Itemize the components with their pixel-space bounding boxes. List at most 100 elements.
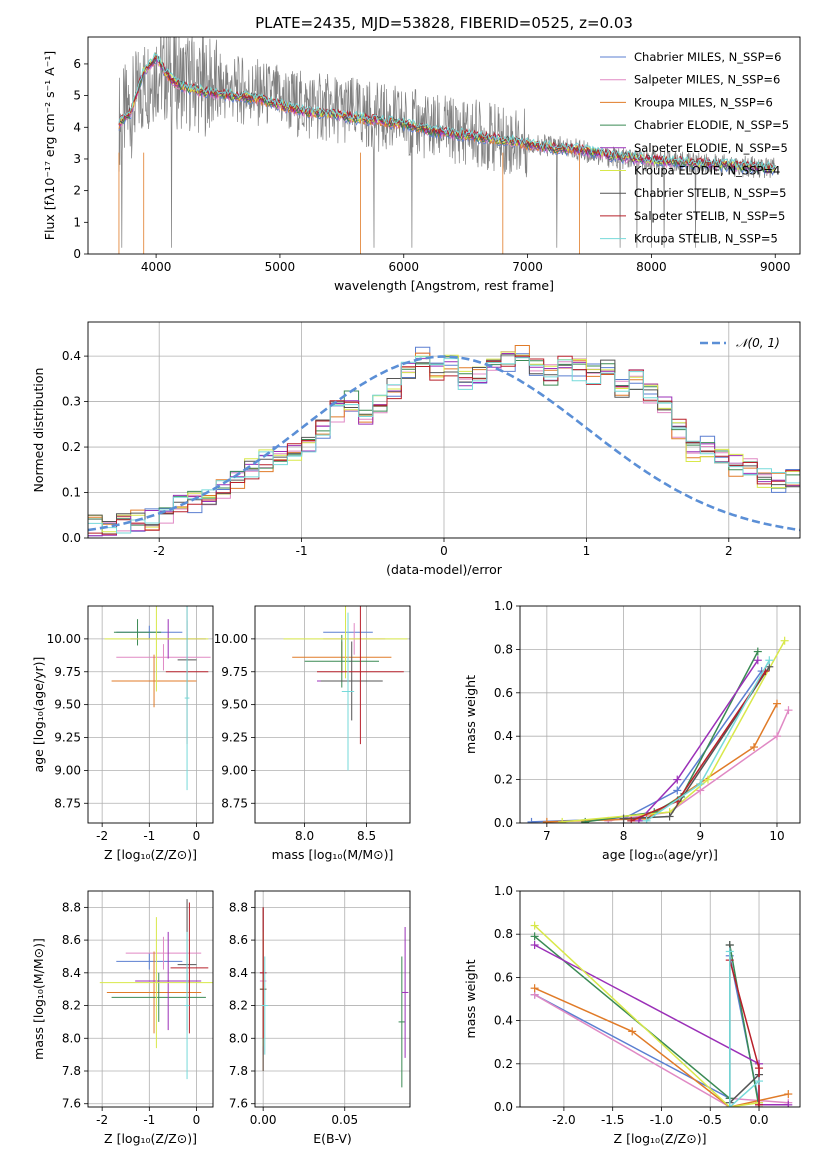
legend-label-normal: 𝒩(0, 1): [736, 336, 780, 350]
y-tick-label: 1.0: [494, 599, 513, 613]
plot-area: [520, 606, 800, 823]
y-tick-label: 8.75: [54, 796, 81, 810]
y-tick-label: 8.8: [62, 900, 81, 914]
axes-frame: [87, 605, 214, 824]
plot-area: [88, 606, 213, 823]
y-tick-label: 7.6: [62, 1097, 81, 1111]
legend-label-0: Chabrier MILES, N_SSP=6: [634, 50, 781, 64]
x-tick-label: 0.00: [250, 1113, 277, 1127]
axes-frame: [519, 605, 801, 824]
y-tick-label: 8.8: [229, 900, 248, 914]
x-tick-label: 7000: [512, 260, 543, 274]
x-tick-label: -0.5: [699, 1113, 722, 1127]
x-tick-label: 0.0: [749, 1113, 768, 1127]
weight-line-0: [531, 670, 763, 823]
y-tick-label: 0.6: [494, 970, 513, 984]
x-tick-label: -2.0: [552, 1113, 575, 1127]
y-tick-label: 5: [73, 89, 81, 103]
legend-label-5: Kroupa ELODIE, N_SSP=4: [634, 164, 780, 178]
y-tick-label: 9.50: [54, 698, 81, 712]
y-tick-label: 2: [73, 184, 81, 198]
y-tick-label: 9.50: [221, 698, 248, 712]
axes-frame: [519, 890, 801, 1108]
x-tick-label: 8: [620, 829, 628, 843]
y-tick-label: 9.00: [54, 763, 81, 777]
x-tick-label: 9000: [760, 260, 791, 274]
x-tick-label: 0: [440, 544, 448, 558]
legend-label-3: Chabrier ELODIE, N_SSP=5: [634, 118, 789, 132]
y-tick-label: 9.00: [221, 763, 248, 777]
panel-weight-vs-Z: -2.0 -1.5 -1.0 -0.5 0.0 0.0 0.2 0.4 0.6 0.8 1.0 Z […: [463, 884, 801, 1146]
panel-mass-vs-Z: -2 -1 0 7.6 7.8 8.0 8.2 8.4 8.6 8.8 Z [log₁₀(Z/Z⊙)…: [31, 890, 214, 1146]
x-tick-label: 0: [193, 1113, 201, 1127]
y-axis-label: age [log₁₀(age/yr)]: [31, 657, 46, 773]
y-tick-label: 9.75: [54, 665, 81, 679]
histogram-8: [88, 356, 800, 534]
y-tick-label: 0.4: [494, 729, 513, 743]
x-tick-label: -2: [153, 544, 165, 558]
x-tick-label: 8.0: [295, 829, 314, 843]
x-tick-label: 8000: [636, 260, 667, 274]
plot-area: [255, 891, 410, 1107]
weight-line-8: [729, 951, 760, 1107]
weight-line-5: [562, 640, 786, 823]
x-axis-label: (data-model)/error: [386, 562, 503, 577]
y-axis-label: mass weight: [463, 959, 478, 1038]
axes-frame: [254, 890, 411, 1108]
y-tick-label: 0: [73, 247, 81, 261]
histogram-2: [88, 345, 800, 531]
y-tick-label: 0.2: [494, 1057, 513, 1071]
y-tick-label: 0.4: [494, 1014, 513, 1028]
y-tick-label: 10.00: [214, 632, 248, 646]
y-tick-label: 9.25: [221, 731, 248, 745]
x-tick-label: -2: [96, 829, 108, 843]
y-tick-label: 1: [73, 215, 81, 229]
x-tick-label: -1: [296, 544, 308, 558]
x-axis-label: age [log₁₀(age/yr)]: [602, 847, 718, 862]
x-tick-label: 10: [769, 829, 784, 843]
axes-frame: [254, 605, 411, 824]
y-tick-label: 8.6: [229, 933, 248, 947]
y-tick-label: 0.4: [62, 349, 81, 363]
y-axis-label: Normed distribution: [31, 368, 46, 493]
panel-age-vs-mass: 8.0 8.5 8.75 9.00 9.25 9.50 9.75 10.00 mass [log…: [214, 605, 411, 862]
x-axis-label: Z [log₁₀(Z/Z⊙)]: [104, 1131, 197, 1146]
axes-frame: [87, 890, 214, 1108]
y-tick-label: 7.6: [229, 1097, 248, 1111]
x-axis-label: Z [log₁₀(Z/Z⊙)]: [104, 847, 197, 862]
histogram-7: [88, 355, 800, 535]
y-tick-label: 0.8: [494, 642, 513, 656]
x-tick-label: 8.5: [357, 829, 376, 843]
axes-frame: [87, 36, 801, 255]
y-tick-label: 0.2: [494, 773, 513, 787]
y-tick-label: 8.6: [62, 933, 81, 947]
y-tick-label: 0.8: [494, 927, 513, 941]
x-tick-label: 4000: [141, 260, 172, 274]
y-tick-label: 3: [73, 152, 81, 166]
x-tick-label: -1.5: [601, 1113, 624, 1127]
weight-line-5: [534, 925, 760, 1107]
normal-curve: [88, 355, 800, 532]
x-tick-label: 0.05: [331, 1113, 358, 1127]
plot-area: [255, 606, 410, 823]
y-tick-label: 7.8: [62, 1064, 81, 1078]
x-tick-label: 6000: [388, 260, 419, 274]
x-axis-label: wavelength [Angstrom, rest frame]: [334, 278, 554, 293]
y-tick-label: 8.4: [62, 966, 81, 980]
legend-label-8: Kroupa STELIB, N_SSP=5: [634, 232, 778, 246]
figure-title: PLATE=2435, MJD=53828, FIBERID=0525, z=0…: [255, 14, 633, 32]
y-tick-label: 0.6: [494, 686, 513, 700]
legend-label-2: Kroupa MILES, N_SSP=6: [634, 95, 773, 109]
x-tick-label: 1: [583, 544, 591, 558]
legend-label-1: Salpeter MILES, N_SSP=6: [634, 73, 780, 87]
y-tick-label: 0.0: [494, 1100, 513, 1114]
y-tick-label: 0.2: [62, 440, 81, 454]
model-spectrum-8: [118, 52, 776, 171]
y-tick-label: 0.0: [494, 816, 513, 830]
histogram-4: [88, 353, 800, 537]
panel-spectrum: 4000 5000 6000 7000 8000 9000 0 1 2 3 4 5 6 wavelengt…: [42, 36, 801, 293]
y-tick-label: 8.75: [221, 796, 248, 810]
y-axis-label: mass weight: [463, 675, 478, 754]
y-tick-label: 10.00: [47, 632, 81, 646]
